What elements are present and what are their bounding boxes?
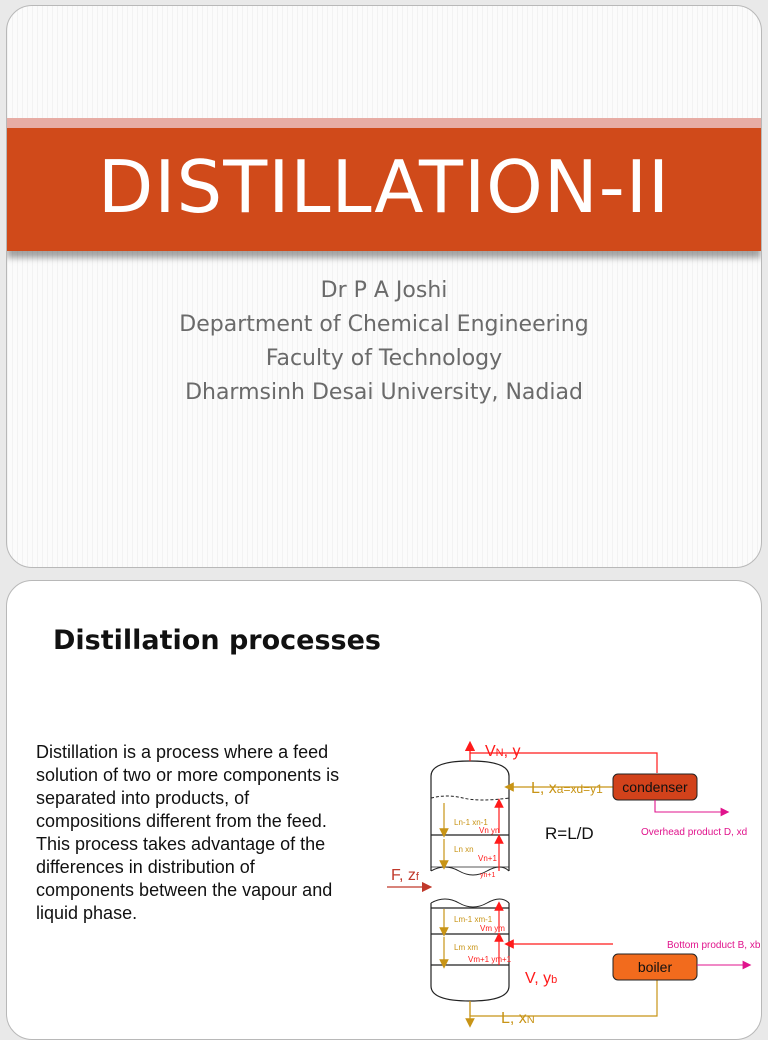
feed-label: F, zf [391,867,420,884]
boiler-box [612,953,698,981]
boiler-label: boiler [638,959,673,975]
distillation-column-diagram: VN, y L, xa=xd=y1 condenser Overhead pro… [387,740,761,1028]
tray3-liquid-label: Lm-1 xm-1 [454,915,493,924]
tray2-vapour-label-2: yn+1 [480,872,495,879]
department-line: Department of Chemical Engineering [179,312,589,337]
subtitle-block: Dr P A Joshi Department of Chemical Engi… [7,274,761,410]
tray1-liquid-label: Ln-1 xn-1 [454,818,488,827]
bottom-product-label: Bottom product B, xb [667,940,761,951]
bottom-liquid-label: L, xN [501,1010,535,1027]
reflux-label: L, xa=xd=y1 [531,780,603,797]
tray2-vapour-label: Vn+1 [478,854,497,863]
tray1-vapour-label: Vn yn [479,826,499,835]
title-band: DISTILLATION-II [7,128,761,251]
reflux-ratio-label: R=L/D [545,824,594,843]
tray4-vapour-label: Vm+1 ym+1 [468,955,512,964]
author-line: Dr P A Joshi [320,278,448,303]
title-band-accent [7,118,761,128]
tray4-liquid-label: Lm xm [454,943,478,952]
faculty-line: Faculty of Technology [265,346,503,371]
overhead-product-label: Overhead product D, xd [641,827,747,838]
condenser-label: condenser [622,779,688,795]
vapour-to-condenser-line [470,752,658,773]
university-line: Dharmsinh Desai University, Nadiad [185,380,583,405]
column-shell [430,760,510,1002]
tray2-liquid-label: Ln xn [454,845,474,854]
title-slide: DISTILLATION-II Dr P A Joshi Department … [6,5,762,568]
boilup-label: V, yb [525,970,557,987]
vapour-top-label: VN, y [485,743,521,760]
body-paragraph: Distillation is a process where a feed s… [36,742,340,923]
slide-title: DISTILLATION-II [97,144,671,229]
overhead-product-line [654,800,730,817]
tray3-vapour-label: Vm ym [480,924,505,933]
slide-heading: Distillation processes [53,625,381,656]
content-slide: Distillation processes Distillation is a… [6,580,762,1040]
